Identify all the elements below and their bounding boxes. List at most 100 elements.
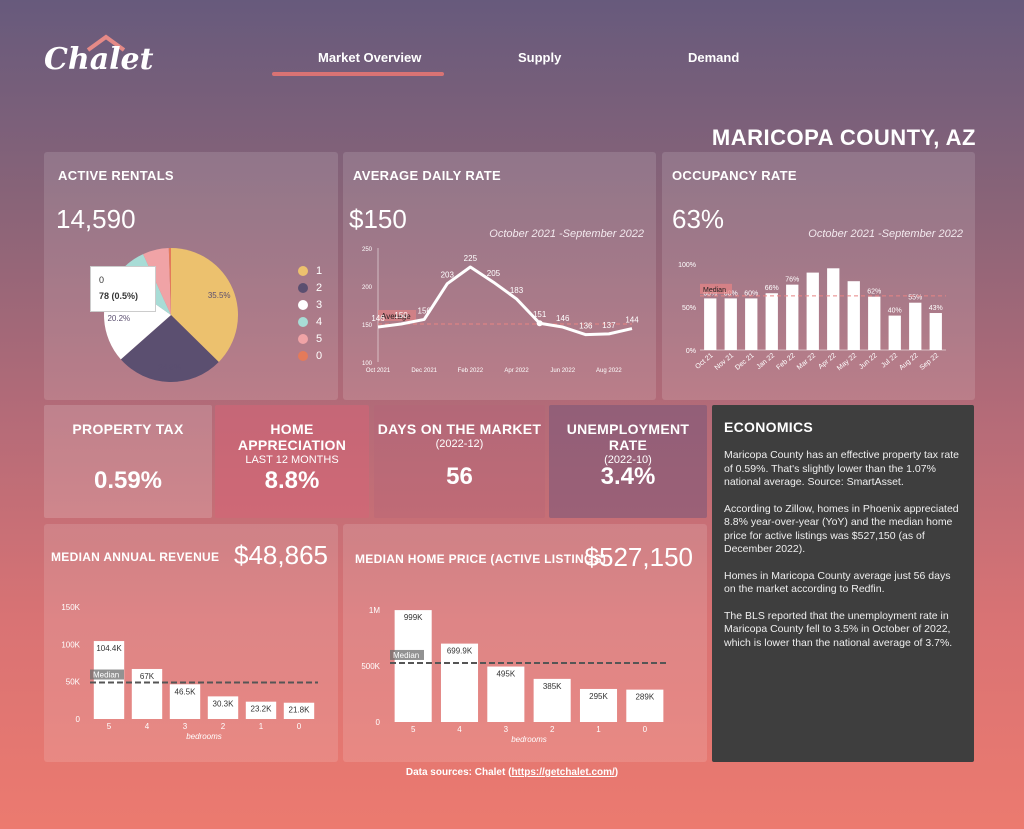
tile-value: 56	[446, 463, 473, 490]
data-label: 21.8K	[289, 706, 311, 715]
data-label: 203	[441, 271, 455, 280]
x-tick-label: 3	[504, 725, 509, 734]
median-label-bg	[700, 283, 732, 294]
legend-swatch	[298, 265, 308, 276]
x-tick-label: May 22	[836, 352, 858, 372]
chalet-link[interactable]: https://getchalet.com/	[511, 767, 615, 778]
legend-item[interactable]: 0	[298, 347, 322, 364]
data-label: 66%	[765, 285, 779, 292]
legend-item[interactable]: 1	[298, 262, 322, 279]
x-tick-label: Oct 21	[694, 352, 714, 371]
tab-supply[interactable]: Supply	[518, 50, 562, 65]
data-label: 150	[394, 311, 408, 320]
active-tab-indicator	[272, 72, 444, 76]
median-label: Median	[393, 651, 419, 660]
home-price-value: $527,150	[584, 542, 693, 572]
pie-slice	[168, 248, 171, 315]
tile-title: HOME APPRECIATION	[237, 421, 347, 453]
bar	[533, 678, 571, 722]
bar	[579, 688, 618, 722]
y-tick-label: 200	[362, 285, 373, 291]
bar	[765, 293, 778, 350]
tooltip-value: 78 (0.5%)	[99, 291, 139, 301]
x-tick-label: 4	[145, 722, 150, 731]
data-label: 146	[371, 314, 385, 323]
tile-subtitle: (2022-12)	[435, 438, 484, 450]
footer-suffix: )	[614, 767, 619, 778]
data-label: 62%	[867, 289, 881, 296]
bar	[868, 296, 881, 350]
days-on-market-tile: DAYS ON THE MARKET (2022-12) 56	[374, 405, 545, 518]
chalet-logo[interactable]: Chalet	[44, 34, 153, 78]
data-label: 699.9K	[447, 647, 473, 656]
logo-text: Chalet	[44, 42, 154, 77]
data-sources: Data sources: Chalet (https://getchalet.…	[0, 767, 1024, 778]
legend-swatch	[298, 333, 308, 344]
bar	[487, 666, 525, 722]
data-label: 151	[533, 310, 547, 319]
x-tick-label: 1	[259, 722, 264, 731]
bar	[440, 643, 479, 722]
x-tick-label: Dec 21	[734, 352, 756, 372]
legend-label: 4	[316, 315, 323, 328]
x-tick-label: 5	[107, 722, 112, 731]
tile-subtitle: (2022-10)	[604, 454, 652, 466]
average-label-bg	[378, 310, 416, 321]
x-tick-label: Aug 2022	[596, 368, 622, 374]
y-tick-label: 1M	[369, 606, 380, 615]
tab-market-overview[interactable]: Market Overview	[318, 50, 422, 65]
legend-item[interactable]: 2	[298, 279, 322, 296]
bar	[806, 272, 819, 350]
bar	[827, 268, 840, 350]
data-point	[536, 320, 543, 327]
bar	[207, 696, 239, 719]
tab-demand[interactable]: Demand	[688, 50, 740, 65]
x-tick-label: Feb 22	[775, 352, 796, 371]
footer-prefix: Data sources: Chalet (	[405, 767, 512, 778]
legend-item[interactable]: 3	[298, 296, 322, 313]
x-axis-label: bedrooms	[511, 735, 547, 744]
pie-slice-label: 24.8%	[158, 363, 181, 372]
adr-period: October 2021 -September 2022	[489, 228, 644, 240]
x-tick-label: 1	[596, 725, 601, 734]
tooltip-category: 0	[99, 275, 105, 285]
x-tick-label: Jul 22	[880, 352, 899, 369]
tile-title: DAYS ON THE MARKET	[377, 421, 542, 437]
economics-paragraph: Maricopa County has an effective propert…	[724, 449, 960, 488]
pie-tooltip: 0 78 (0.5%)	[90, 266, 156, 312]
data-label: 146	[556, 314, 570, 323]
data-label: 136	[579, 322, 593, 331]
y-tick-label: 500K	[361, 662, 380, 671]
y-tick-label: 150K	[61, 603, 80, 612]
pie-slice	[120, 315, 219, 382]
tile-value: 3.4%	[600, 463, 656, 490]
median-label-bg	[90, 669, 124, 680]
data-label: 999K	[404, 613, 423, 622]
x-tick-label: Mar 22	[796, 352, 817, 371]
x-tick-label: 0	[643, 725, 648, 734]
economics-paragraph: Homes in Maricopa County average just 56…	[724, 569, 951, 596]
unemployment-tile: UNEMPLOYMENT RATE (2022-10) 3.4%	[549, 405, 707, 518]
tile-subtitle: LAST 12 MONTHS	[245, 454, 339, 466]
x-tick-label: 2	[221, 722, 226, 731]
data-label: 137	[602, 321, 616, 330]
x-tick-label: 4	[457, 725, 462, 734]
y-tick-label: 100K	[61, 640, 80, 649]
x-tick-label: Apr 22	[817, 352, 837, 371]
y-tick-label: 0	[376, 718, 381, 727]
pie-slice	[143, 248, 171, 315]
x-tick-label: 5	[411, 725, 416, 734]
card-title: MEDIAN ANNUAL REVENUE	[51, 550, 220, 564]
legend-item[interactable]: 4	[298, 313, 322, 330]
x-tick-label: 3	[183, 722, 188, 731]
location-title: MARICOPA COUNTY, AZ	[711, 125, 976, 150]
data-label: 104.4K	[96, 644, 122, 653]
x-tick-label: Sep 22	[919, 352, 941, 372]
bar	[283, 702, 315, 719]
median-label-bg	[390, 649, 424, 660]
legend-label: 3	[316, 298, 323, 311]
tile-title: UNEMPLOYMENT RATE	[566, 421, 690, 453]
legend-item[interactable]: 5	[298, 330, 322, 347]
data-label: 67K	[140, 672, 155, 681]
tile-value: 0.59%	[93, 467, 163, 494]
